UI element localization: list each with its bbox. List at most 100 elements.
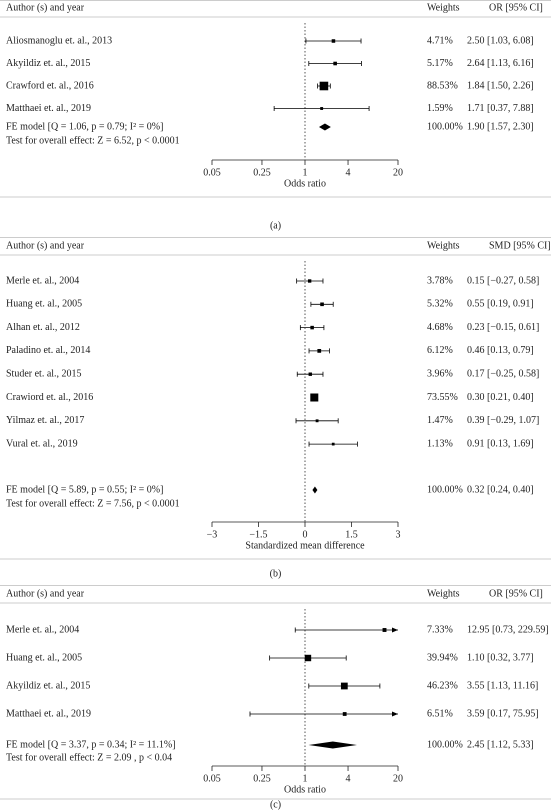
ci-label: 0.91 [0.13, 1.69]: [467, 438, 534, 449]
summary-weight: 100.00%: [427, 121, 463, 132]
weight-label: 4.71%: [427, 35, 453, 46]
estimate-square: [320, 107, 324, 110]
weight-label: 1.59%: [427, 103, 453, 114]
study-name: Akyildiz et. al., 2015: [6, 58, 90, 69]
x-tick-label: 20: [393, 167, 403, 178]
estimate-square: [331, 442, 335, 446]
estimate-square: [307, 279, 312, 283]
estimate-square: [340, 682, 348, 690]
weight-label: 6.51%: [427, 708, 453, 719]
study-name: Matthaei et. al., 2019: [6, 103, 91, 114]
x-tick-label: 20: [393, 773, 403, 784]
summary-label: FE model [Q = 1.06, p = 0.79; I² = 0%]: [6, 121, 163, 132]
x-axis-label: Odds ratio: [284, 178, 326, 189]
weight-label: 1.47%: [427, 415, 453, 426]
x-tick-label: 0.05: [203, 167, 221, 178]
estimate-square: [317, 349, 322, 353]
ci-label: 0.46 [0.13, 0.79]: [467, 345, 534, 356]
ci-label: 2.50 [1.03, 6.08]: [467, 35, 534, 46]
summary-ci-label: 2.45 [1.12, 5.33]: [467, 739, 534, 750]
ci-label: 0.23 [−0.15, 0.61]: [467, 322, 539, 333]
estimate-square: [382, 628, 387, 632]
study-name: Crawford et. al., 2016: [6, 80, 94, 91]
ci-label: 2.64 [1.13, 6.16]: [467, 58, 534, 69]
study-name: Huang et. al., 2005: [6, 652, 82, 663]
ci-label: 12.95 [0.73, 229.59]: [467, 624, 549, 635]
study-name: Matthaei et. al., 2019: [6, 708, 91, 719]
weight-label: 5.32%: [427, 299, 453, 310]
study-name: Alhan et. al., 2012: [6, 322, 80, 333]
x-tick-label: 4: [346, 167, 351, 178]
study-name: Akyildiz et. al., 2015: [6, 680, 90, 691]
estimate-square: [331, 39, 336, 43]
estimate-square: [342, 712, 347, 716]
estimate-square: [333, 61, 337, 66]
column-header: OR [95% CI]: [489, 2, 543, 13]
x-tick-label: 0: [303, 529, 308, 540]
study-name: Studer et. al., 2015: [6, 368, 82, 379]
weight-label: 88.53%: [427, 80, 458, 91]
weight-label: 5.17%: [427, 58, 453, 69]
study-name: Vural et. al., 2019: [6, 438, 78, 449]
weight-label: 39.94%: [427, 652, 458, 663]
ci-label: 3.55 [1.13, 11.16]: [467, 680, 538, 691]
ci-label: 1.84 [1.50, 2.26]: [467, 80, 534, 91]
ci-arrow: [392, 711, 398, 717]
column-header: Weights: [427, 240, 460, 251]
ci-label: 1.71 [0.37, 7.88]: [467, 103, 534, 114]
ci-label: 0.30 [0.21, 0.40]: [467, 392, 534, 403]
column-header: Weights: [427, 588, 460, 599]
study-name: Huang et. al., 2005: [6, 299, 82, 310]
x-tick-label: 0.05: [203, 773, 221, 784]
x-axis-label: Standardized mean difference: [245, 540, 365, 551]
weight-label: 46.23%: [427, 680, 458, 691]
x-tick-label: −3: [207, 529, 218, 540]
ci-label: 0.55 [0.19, 0.91]: [467, 299, 534, 310]
weight-label: 3.78%: [427, 275, 453, 286]
x-tick-label: 3: [396, 529, 401, 540]
x-tick-label: 1.5: [345, 529, 358, 540]
ci-arrow: [392, 627, 398, 633]
estimate-square: [308, 372, 312, 376]
estimate-square: [310, 393, 319, 402]
ci-label: 0.15 [−0.27, 0.58]: [467, 275, 539, 286]
study-name: Merle et. al., 2004: [6, 624, 79, 635]
estimate-square: [310, 325, 314, 330]
x-tick-label: 4: [346, 773, 351, 784]
column-header: Author (s) and year: [6, 588, 85, 599]
ci-label: 0.39 [−0.29, 1.07]: [467, 415, 539, 426]
summary-ci-label: 1.90 [1.57, 2.30]: [467, 121, 534, 132]
summary-ci-label: 0.32 [0.24, 0.40]: [467, 484, 534, 495]
summary-test: Test for overall effect: Z = 7.56, p < 0…: [6, 498, 180, 509]
summary-test: Test for overall effect: Z = 2.09 , p < …: [6, 752, 172, 763]
weight-label: 1.13%: [427, 438, 453, 449]
study-name: Yilmaz et. al., 2017: [6, 415, 84, 426]
x-tick-label: 1: [303, 167, 308, 178]
study-name: Crawiord et. al., 2016: [6, 392, 93, 403]
x-axis-label: Odds ratio: [284, 784, 326, 795]
column-header: OR [95% CI]: [489, 588, 543, 599]
caption: (a): [270, 220, 281, 231]
weight-label: 7.33%: [427, 624, 453, 635]
estimate-square: [320, 302, 324, 307]
ci-label: 1.10 [0.32, 3.77]: [467, 652, 534, 663]
summary-label: FE model [Q = 3.37, p = 0.34; I² = 11.1%…: [6, 739, 176, 750]
summary-diamond: [312, 486, 318, 494]
study-name: Paladino et. al., 2014: [6, 345, 90, 356]
summary-diamond: [319, 123, 331, 131]
caption: (c): [270, 799, 281, 810]
weight-label: 6.12%: [427, 345, 453, 356]
column-header: SMD [95% CI]: [489, 240, 551, 251]
summary-diamond: [308, 741, 357, 749]
x-tick-label: 0.25: [253, 773, 271, 784]
summary-weight: 100.00%: [427, 484, 463, 495]
summary-label: FE model [Q = 5.89, p = 0.55; I² = 0%]: [6, 484, 163, 495]
ci-label: 3.59 [0.17, 75.95]: [467, 708, 539, 719]
weight-label: 4.68%: [427, 322, 453, 333]
x-tick-label: 1: [303, 773, 308, 784]
column-header: Author (s) and year: [6, 240, 85, 251]
estimate-square: [304, 654, 312, 662]
estimate-square: [315, 419, 319, 423]
ci-label: 0.17 [−0.25, 0.58]: [467, 368, 539, 379]
